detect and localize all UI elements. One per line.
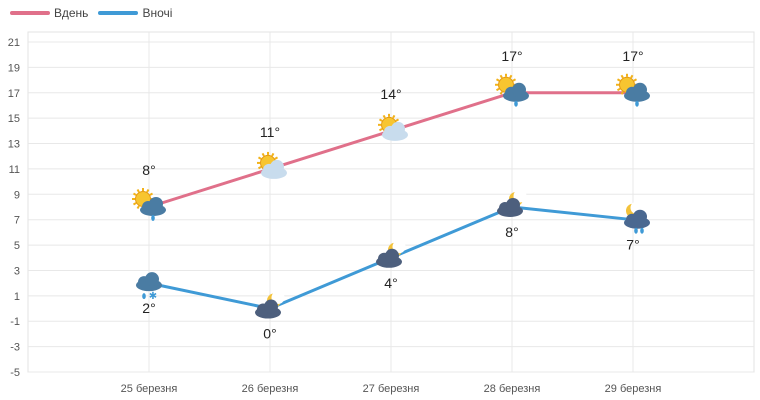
y-tick-label: 19 (8, 62, 20, 74)
y-tick-label: 5 (14, 240, 20, 252)
y-tick-label: 17 (8, 88, 20, 100)
y-tick-label: 11 (9, 164, 20, 176)
legend-swatch-night (98, 11, 139, 15)
moon-cloud-icon (376, 240, 406, 268)
y-tick-label: -3 (10, 342, 20, 354)
x-tick-label: 25 березня (121, 383, 178, 395)
data-label-night: 4° (384, 275, 397, 291)
moon-cloud-rain-icon (624, 201, 650, 234)
data-label-night: 2° (142, 300, 155, 316)
sun-cloud-rain-icon (132, 188, 166, 221)
legend-swatch-day (10, 11, 50, 15)
legend: Вдень Вночі (10, 6, 172, 20)
y-tick-label: 7 (14, 215, 20, 227)
data-label-night: 0° (263, 326, 276, 342)
data-label-day: 17° (501, 48, 522, 64)
legend-item-day[interactable]: Вдень (10, 6, 88, 20)
moon-cloud-icon (255, 291, 285, 319)
y-tick-label: 9 (14, 189, 20, 201)
svg-text:✱: ✱ (149, 291, 157, 302)
x-tick-label: 28 березня (484, 383, 541, 395)
legend-item-night[interactable]: Вночі (98, 6, 172, 20)
sun-cloud-icon (378, 113, 408, 141)
y-tick-label: 15 (8, 113, 20, 125)
data-label-night: 7° (626, 237, 639, 253)
data-label-day: 14° (380, 86, 401, 102)
data-label-day: 11° (260, 124, 280, 140)
x-tick-label: 29 березня (605, 383, 662, 395)
legend-label-night: Вночі (142, 6, 173, 20)
data-label-night: 8° (505, 224, 518, 240)
data-label-day: 8° (142, 162, 155, 178)
y-tick-label: 21 (8, 37, 20, 49)
legend-label-day: Вдень (54, 6, 89, 20)
sun-cloud-rain-icon (616, 73, 650, 107)
sun-cloud-rain-icon (495, 73, 529, 107)
y-tick-label: 13 (8, 139, 20, 151)
y-tick-label: -5 (10, 367, 20, 379)
y-tick-label: 3 (14, 265, 20, 277)
y-tick-label: -1 (10, 316, 20, 328)
x-tick-label: 27 березня (363, 383, 420, 395)
sun-cloud-icon (257, 151, 287, 179)
y-tick-label: 1 (14, 291, 20, 303)
cloud-rain-snow-icon: ✱ (136, 272, 162, 302)
data-label-day: 17° (622, 48, 643, 64)
moon-cloud-icon (497, 189, 527, 217)
x-tick-label: 26 березня (242, 383, 299, 395)
